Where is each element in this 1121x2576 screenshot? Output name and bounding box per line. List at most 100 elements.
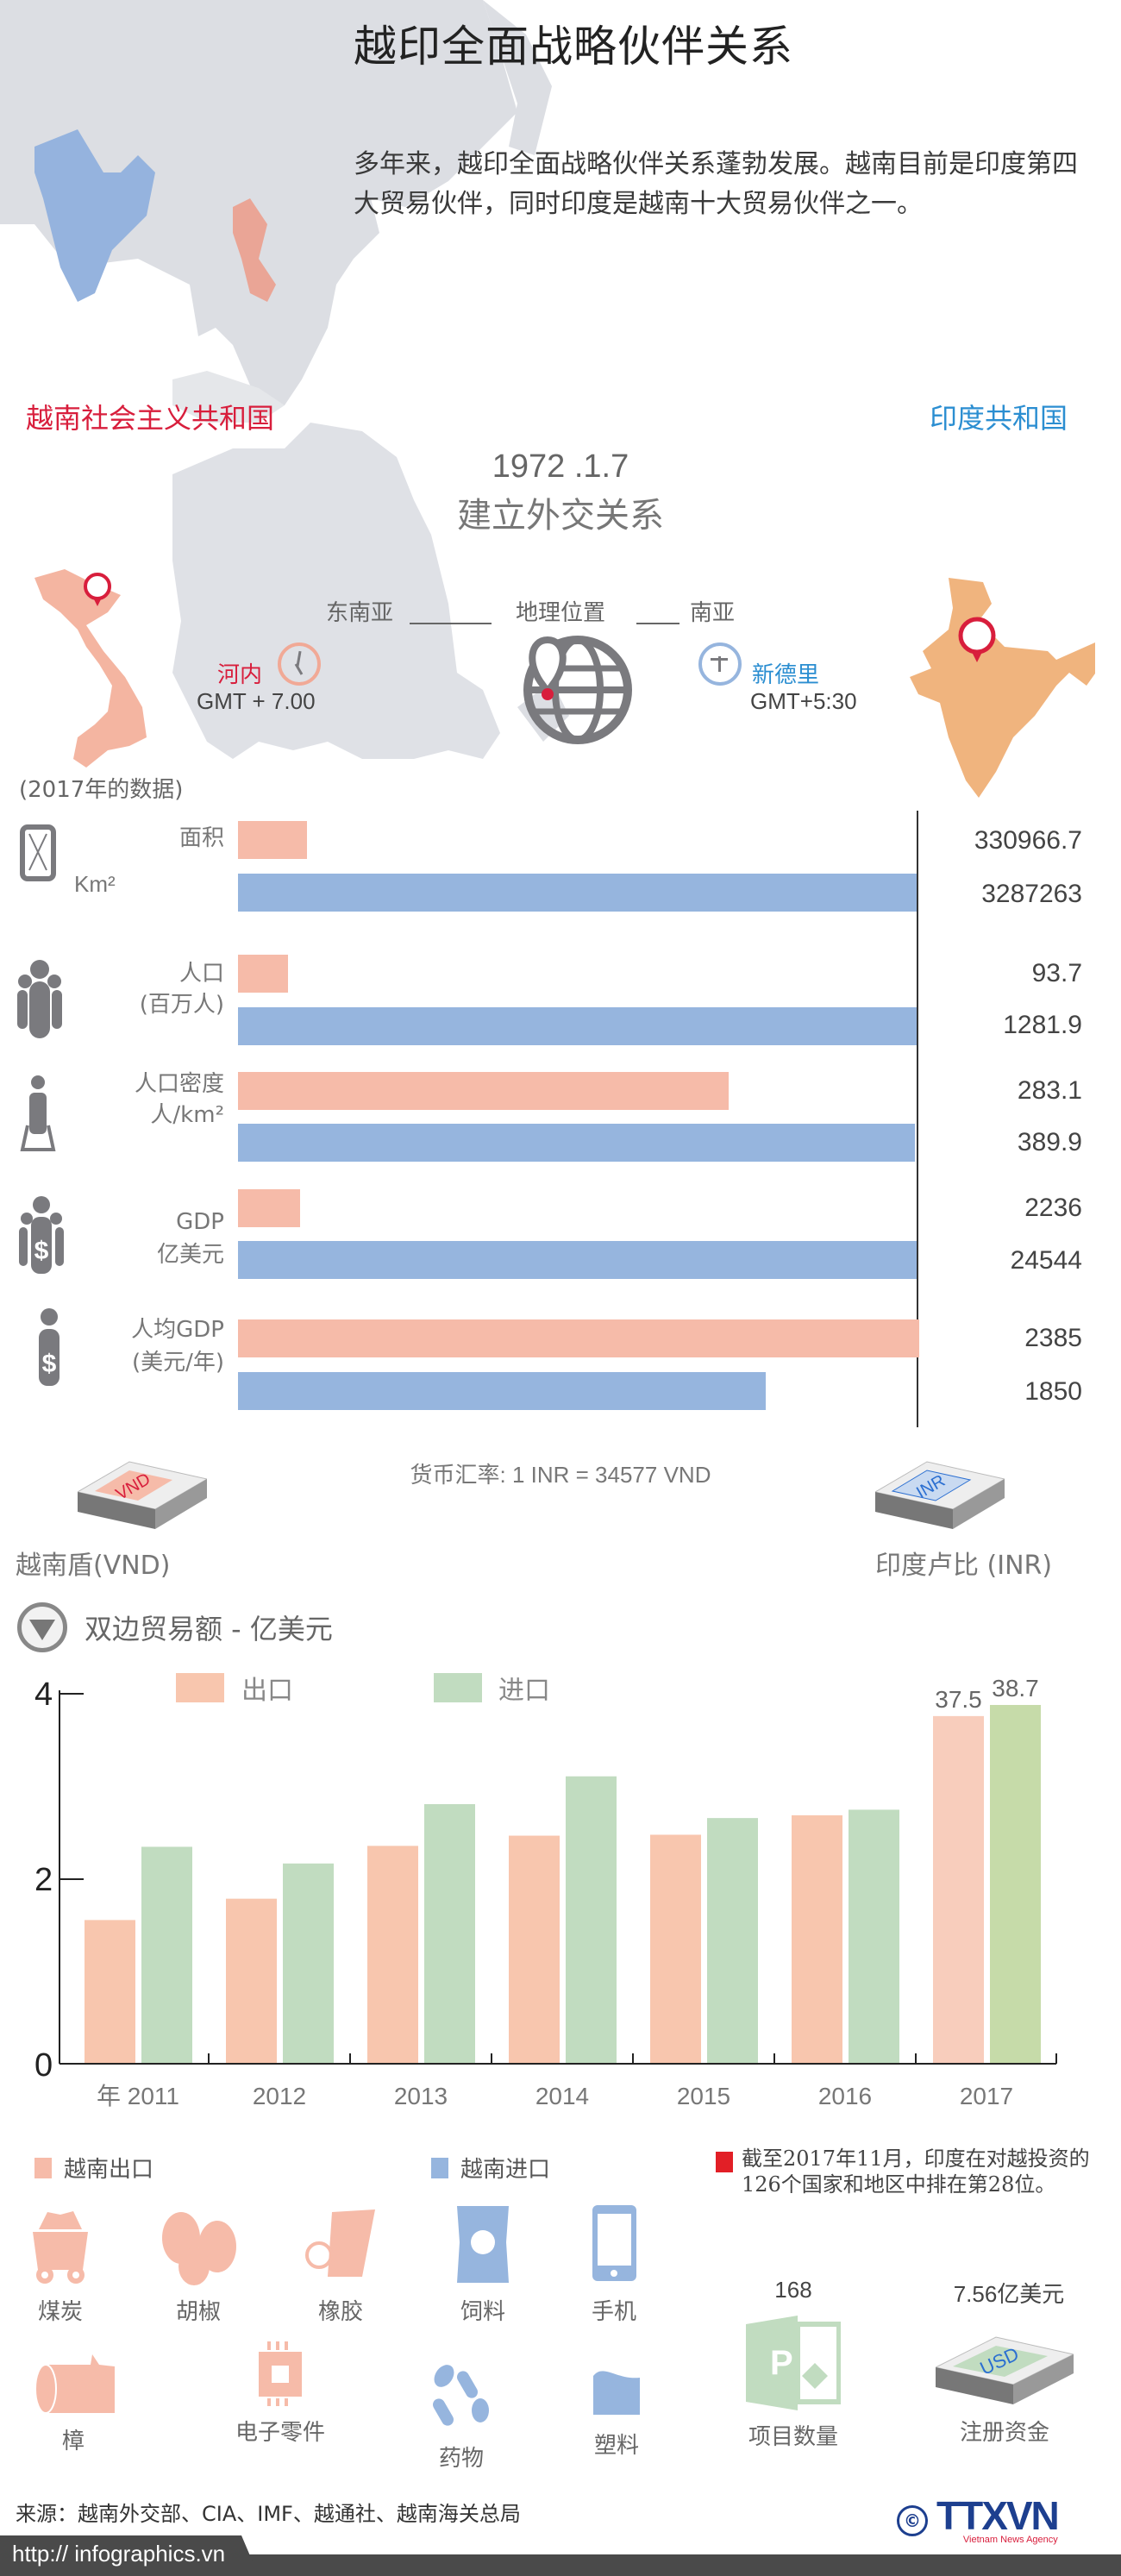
svg-text:4: 4 xyxy=(34,1677,53,1713)
vnd-label: 越南盾(VND) xyxy=(16,1551,171,1581)
investment-note-marker xyxy=(716,2152,733,2172)
population-icon xyxy=(17,960,62,1038)
investment-note: 截至2017年11月，印度在对越投资的126个国家和地区中排在第28位。 xyxy=(742,2147,1090,2197)
population-unit: (百万人) xyxy=(139,992,224,1018)
gdp-per-capita-india-value: 1850 xyxy=(1024,1377,1082,1406)
wood-log-icon xyxy=(34,2354,115,2414)
gdp-per-capita-vietnam-value: 2385 xyxy=(1024,1324,1082,1352)
comparison-axis-line xyxy=(917,811,918,1427)
gdp-vietnam-bar xyxy=(238,1189,300,1227)
population-label: 人口 xyxy=(178,961,224,987)
gdp-per-capita-icon: $ xyxy=(39,1308,59,1386)
svg-text:2: 2 xyxy=(34,1862,53,1898)
goods-item-medicine: 药物 xyxy=(410,2363,513,2473)
vietnam-map xyxy=(34,569,147,768)
trade-bar xyxy=(85,1920,135,2064)
gdp-vietnam-value: 2236 xyxy=(1024,1194,1082,1222)
gdp-per-capita-label: 人均GDP xyxy=(131,1317,224,1343)
trade-bar xyxy=(990,1704,1041,2064)
gdp-per-capita-unit: (美元/年) xyxy=(131,1350,224,1376)
inr-money-icon: INR xyxy=(875,1461,1005,1529)
project-icon: P xyxy=(746,2316,842,2410)
import-swatch xyxy=(431,2157,448,2178)
trade-bar xyxy=(226,1898,277,2064)
trade-bar xyxy=(707,1818,758,2064)
trade-bar-chart: 0 2 4 年 2011 2012 2013 2014 2015 2016 2017 37.5 3… xyxy=(34,1673,1057,2109)
density-label: 人口密度 xyxy=(134,1071,224,1097)
export-legend: 越南出口 xyxy=(34,2152,153,2184)
svg-text:37.5: 37.5 xyxy=(935,1686,982,1713)
density-vietnam-value: 283.1 xyxy=(1017,1076,1082,1105)
goods-item-pepper: 胡椒 xyxy=(147,2208,250,2326)
trade-bar xyxy=(792,1814,842,2064)
trade-bar xyxy=(509,1835,560,2064)
population-vietnam-bar xyxy=(238,955,288,993)
globe-location-icon xyxy=(523,636,632,744)
trade-bar xyxy=(367,1846,418,2064)
geo-connector-left xyxy=(410,623,492,624)
vnd-money-icon: VND xyxy=(78,1461,207,1529)
trade-bar xyxy=(650,1834,701,2064)
capital-stat: USD 注册资金 xyxy=(934,2324,1075,2447)
population-vietnam-value: 93.7 xyxy=(1031,959,1082,987)
area-vietnam-bar xyxy=(238,821,307,859)
relations-date: 1972 .1.7 xyxy=(492,448,629,485)
new-delhi-clock-icon xyxy=(698,642,742,686)
inr-label: 印度卢比 (INR) xyxy=(875,1551,1053,1581)
trade-bar xyxy=(849,1809,899,2064)
svg-text:2014: 2014 xyxy=(535,2083,589,2109)
geo-southeast-asia: 东南亚 xyxy=(326,600,394,626)
coal-cart-icon xyxy=(33,2211,88,2284)
goods-item-electronics: 电子零件 xyxy=(229,2341,332,2447)
feed-bag-icon xyxy=(457,2206,509,2283)
svg-text:2016: 2016 xyxy=(818,2083,872,2109)
relations-label: 建立外交关系 xyxy=(457,496,664,536)
website-link[interactable]: http:// infographics.vn xyxy=(0,2535,259,2576)
collapse-toggle-icon[interactable] xyxy=(17,1602,67,1652)
trade-bar xyxy=(424,1804,475,2064)
export-legend-label: 越南出口 xyxy=(64,2157,154,2183)
goods-item-plastic: 塑料 xyxy=(565,2367,668,2460)
trade-section-header: 双边贸易额 - 亿美元 xyxy=(17,1602,333,1652)
india-map xyxy=(910,578,1095,798)
hanoi-clock-icon xyxy=(278,642,321,686)
svg-text:$: $ xyxy=(42,1350,57,1378)
pepper-icon xyxy=(162,2212,236,2285)
phone-icon xyxy=(592,2205,636,2281)
vietnam-country-name: 越南社会主义共和国 xyxy=(26,402,275,435)
area-unit: Km² xyxy=(74,871,116,897)
import-legend-label: 越南进口 xyxy=(460,2157,551,2183)
import-legend: 越南进口 xyxy=(431,2152,550,2184)
svg-text:年 2011: 年 2011 xyxy=(97,2083,179,2109)
density-india-bar xyxy=(238,1124,915,1162)
chip-icon xyxy=(259,2341,302,2406)
source-text: 来源：越南外交部、CIA、IMF、越通社、越南海关总局 xyxy=(16,2502,521,2526)
new-delhi-label: 新德里 xyxy=(752,662,820,688)
density-vietnam-bar xyxy=(238,1072,729,1110)
pills-icon xyxy=(433,2365,489,2426)
trade-bar xyxy=(283,1863,334,2064)
area-vietnam-value: 330966.7 xyxy=(974,826,1082,855)
gdp-unit: 亿美元 xyxy=(156,1242,224,1268)
svg-text:2015: 2015 xyxy=(677,2083,730,2109)
svg-text:2017: 2017 xyxy=(960,2083,1013,2109)
gdp-per-capita-india-bar xyxy=(238,1372,766,1410)
rubber-tree-icon xyxy=(305,2209,375,2277)
svg-text:38.7: 38.7 xyxy=(992,1675,1039,1702)
geo-connector-right xyxy=(636,623,679,624)
gdp-label: GDP xyxy=(176,1209,224,1235)
projects-count: 168 xyxy=(774,2277,812,2303)
hanoi-label: 河内 xyxy=(217,662,263,688)
svg-text:$: $ xyxy=(34,1237,49,1265)
svg-text:进口: 进口 xyxy=(498,1676,550,1706)
copyright-icon: © xyxy=(897,2505,928,2536)
svg-text:2012: 2012 xyxy=(253,2083,306,2109)
asia-map-background xyxy=(0,0,1121,759)
goods-item-coal: 煤炭 xyxy=(9,2208,112,2326)
projects-stat: P 项目数量 xyxy=(742,2316,845,2451)
geo-south-asia: 南亚 xyxy=(690,600,736,626)
registered-capital-value: 7.56亿美元 xyxy=(953,2281,1065,2307)
area-icon xyxy=(20,824,56,881)
area-india-value: 3287263 xyxy=(981,880,1082,908)
svg-text:P: P xyxy=(770,2344,793,2382)
